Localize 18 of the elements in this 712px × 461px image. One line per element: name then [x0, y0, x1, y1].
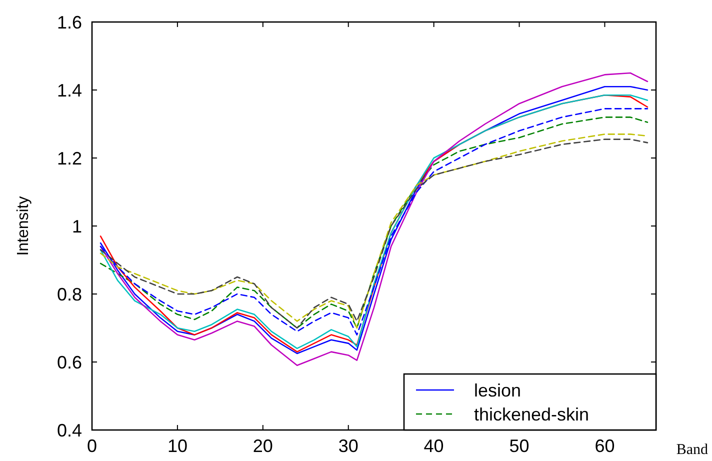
y-axis-title: Intensity — [15, 196, 32, 256]
y-tick-label: 0.4 — [56, 420, 82, 440]
x-tick-label: 30 — [338, 436, 358, 456]
x-tick-label: 20 — [252, 436, 273, 456]
x-tick-label: 40 — [424, 436, 444, 456]
x-tick-label: 60 — [594, 436, 615, 456]
legend-label: thickened-skin — [474, 404, 590, 424]
y-tick-label: 0.6 — [56, 352, 82, 372]
x-tick-label: 10 — [167, 436, 188, 456]
x-tick-label: 0 — [86, 436, 98, 456]
legend-label: lesion — [474, 380, 522, 400]
x-axis-title: Band — [676, 442, 708, 458]
y-tick-label: 1.4 — [56, 80, 82, 100]
x-tick-label: 50 — [509, 436, 530, 456]
y-tick-label: 1 — [72, 216, 82, 236]
y-tick-label: 1.2 — [56, 148, 82, 168]
y-tick-label: 0.8 — [56, 284, 82, 304]
y-tick-label: 1.6 — [56, 12, 82, 32]
